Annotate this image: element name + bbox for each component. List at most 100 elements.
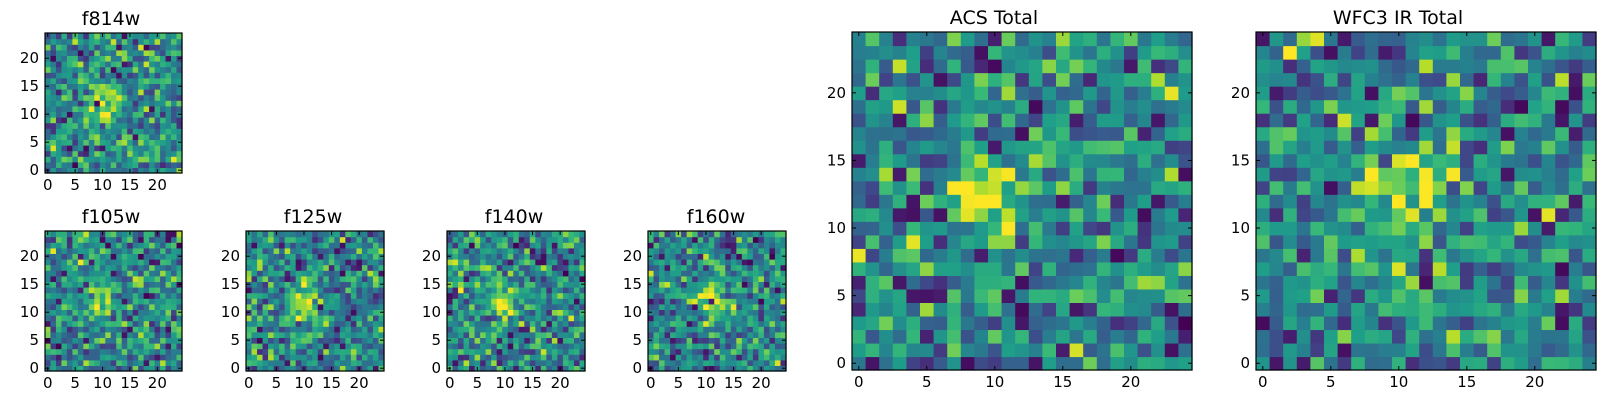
pixel-cell (1460, 126, 1475, 141)
pixel-cell (1541, 221, 1556, 236)
pixel-cell (1473, 140, 1488, 155)
pixel-cell (350, 348, 357, 355)
pixel-cell (88, 117, 95, 124)
pixel-cell (1124, 302, 1139, 317)
pixel-cell (77, 292, 84, 299)
pixel-cell (568, 247, 575, 254)
pixel-cell (1001, 234, 1016, 249)
pixel-cell (72, 315, 79, 322)
pixel-cell (154, 242, 161, 249)
pixel-cell (763, 253, 771, 260)
pixel-cell (540, 309, 547, 316)
pixel-cell (974, 288, 989, 303)
pixel-cell (284, 231, 291, 238)
pixel-cell (1555, 221, 1570, 236)
pixel-cell (301, 281, 308, 288)
pixel-cell (1164, 329, 1179, 344)
pixel-cell (361, 309, 369, 316)
pixel-cell (77, 242, 84, 249)
pixel-cell (524, 247, 531, 254)
pixel-cell (50, 242, 57, 249)
pixel-cell (1069, 113, 1084, 128)
pixel-cell (94, 145, 101, 152)
pixel-cell (378, 348, 385, 355)
pixel-cell (94, 298, 101, 305)
pixel-cell (513, 259, 520, 266)
pixel-cell (1405, 167, 1420, 182)
pixel-cell (323, 281, 330, 288)
pixel-cell (66, 94, 73, 101)
pixel-cell (1296, 315, 1311, 331)
pixel-cell (339, 236, 346, 243)
pixel-cell (725, 354, 732, 361)
pixel-cell (1256, 113, 1271, 128)
pixel-cell (290, 253, 297, 260)
pixel-cell (1432, 72, 1447, 87)
pixel-cell (246, 247, 253, 254)
pixel-cell (154, 161, 161, 168)
pixel-cell (906, 275, 921, 290)
pixel-cell (1392, 59, 1407, 74)
pixel-cell (741, 320, 748, 327)
pixel-cell (127, 236, 134, 243)
pixel-cell (1151, 315, 1166, 331)
pixel-cell (345, 326, 352, 333)
pixel-cell (312, 348, 319, 355)
pixel-cell (295, 365, 302, 372)
pixel-cell (686, 242, 693, 249)
pixel-cell (920, 194, 935, 209)
pixel-cell (653, 270, 660, 277)
pixel-cell (1151, 140, 1166, 155)
pixel-cell (61, 100, 68, 107)
pixel-cell (730, 343, 737, 350)
pixel-cell (491, 348, 498, 355)
pixel-cell (284, 287, 291, 294)
pixel-cell (780, 236, 787, 243)
pixel-cell (268, 236, 275, 243)
pixel-cell (725, 348, 732, 355)
pixel-cell (719, 337, 726, 344)
pixel-cell (529, 270, 536, 277)
pixel-cell (83, 298, 90, 305)
pixel-cell (55, 292, 63, 299)
pixel-cell (920, 86, 935, 101)
pixel-cell (648, 320, 655, 327)
pixel-cell (61, 315, 68, 322)
pixel-cell (99, 331, 106, 338)
pixel-cell (284, 303, 291, 310)
pixel-cell (529, 326, 536, 333)
pixel-cell (171, 231, 178, 238)
pixel-cell (1028, 234, 1043, 249)
pixel-cell (132, 44, 139, 51)
pixel-cell (579, 247, 586, 254)
pixel-cell (105, 128, 112, 135)
pixel-cell (273, 359, 280, 366)
pixel-cell (149, 303, 156, 310)
x-tick-label: 5 (674, 374, 684, 392)
pixel-cell (865, 194, 880, 209)
pixel-cell (670, 253, 677, 260)
pixel-cell (257, 326, 264, 333)
pixel-cell (741, 259, 748, 266)
panel-title: ACS Total (950, 7, 1038, 29)
pixel-cell (1541, 329, 1556, 344)
pixel-cell (469, 270, 476, 277)
pixel-cell (61, 49, 68, 56)
pixel-cell (747, 253, 754, 260)
pixel-cell (88, 359, 95, 366)
pixel-cell (1364, 302, 1379, 317)
pixel-cell (692, 287, 699, 294)
pixel-cell (66, 253, 73, 260)
pixel-cell (61, 242, 68, 249)
pixel-cell (1324, 261, 1339, 276)
pixel-cell (879, 342, 894, 358)
pixel-cell (138, 122, 145, 129)
pixel-cell (1446, 221, 1461, 236)
pixel-cell (323, 242, 330, 249)
pixel-cell (110, 105, 117, 112)
pixel-cell (562, 320, 570, 327)
pixel-cell (659, 287, 666, 294)
pixel-cell (1256, 194, 1271, 209)
pixel-cell (1164, 32, 1179, 47)
pixel-cell (1310, 99, 1325, 114)
